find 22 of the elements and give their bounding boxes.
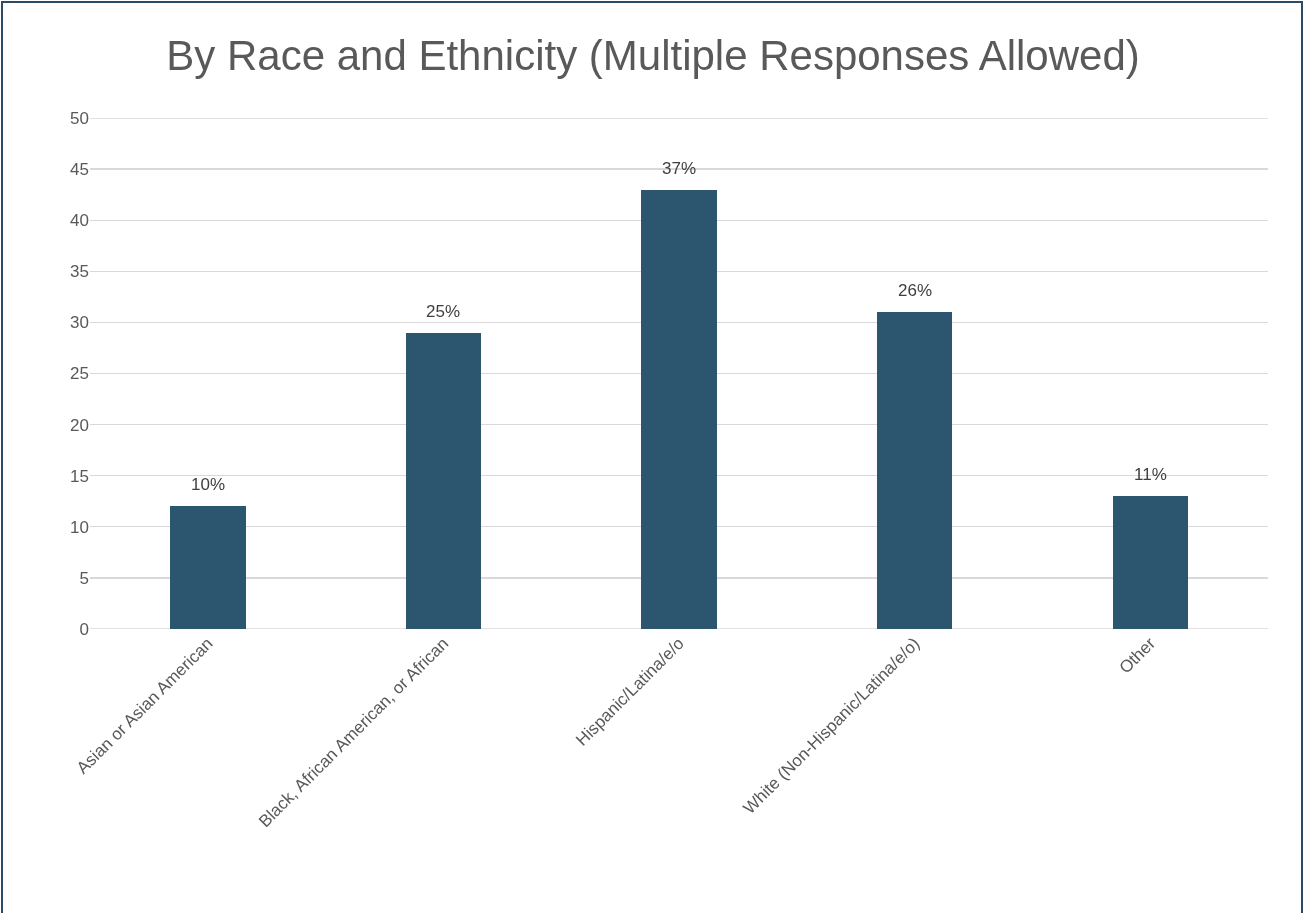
y-tick-label: 5 xyxy=(79,568,89,588)
annotation: 25% xyxy=(426,302,461,321)
bar xyxy=(170,506,246,629)
y-tick-label: 0 xyxy=(79,619,89,639)
y-tick-label: 45 xyxy=(70,160,89,180)
y-tick-label: 30 xyxy=(70,313,89,333)
y-tick-label: 25 xyxy=(70,364,89,384)
y-tick-label: 10 xyxy=(70,517,89,537)
annotation: 11% xyxy=(1134,465,1167,484)
y-tick-label: 50 xyxy=(70,108,89,128)
bar xyxy=(876,312,953,629)
chart-title: By Race and Ethnicity (Multiple Responses Allowed) xyxy=(166,32,1140,80)
bar xyxy=(641,189,717,629)
y-tick-label: 40 xyxy=(70,211,89,231)
y-tick-label: 20 xyxy=(70,415,89,435)
bar xyxy=(1112,496,1188,629)
y-tick-label: 35 xyxy=(70,262,89,282)
annotation: 10% xyxy=(191,475,226,494)
bar xyxy=(405,332,482,629)
annotation: 37% xyxy=(662,159,697,178)
annotation: 26% xyxy=(898,281,933,300)
y-tick-label: 15 xyxy=(70,466,89,486)
